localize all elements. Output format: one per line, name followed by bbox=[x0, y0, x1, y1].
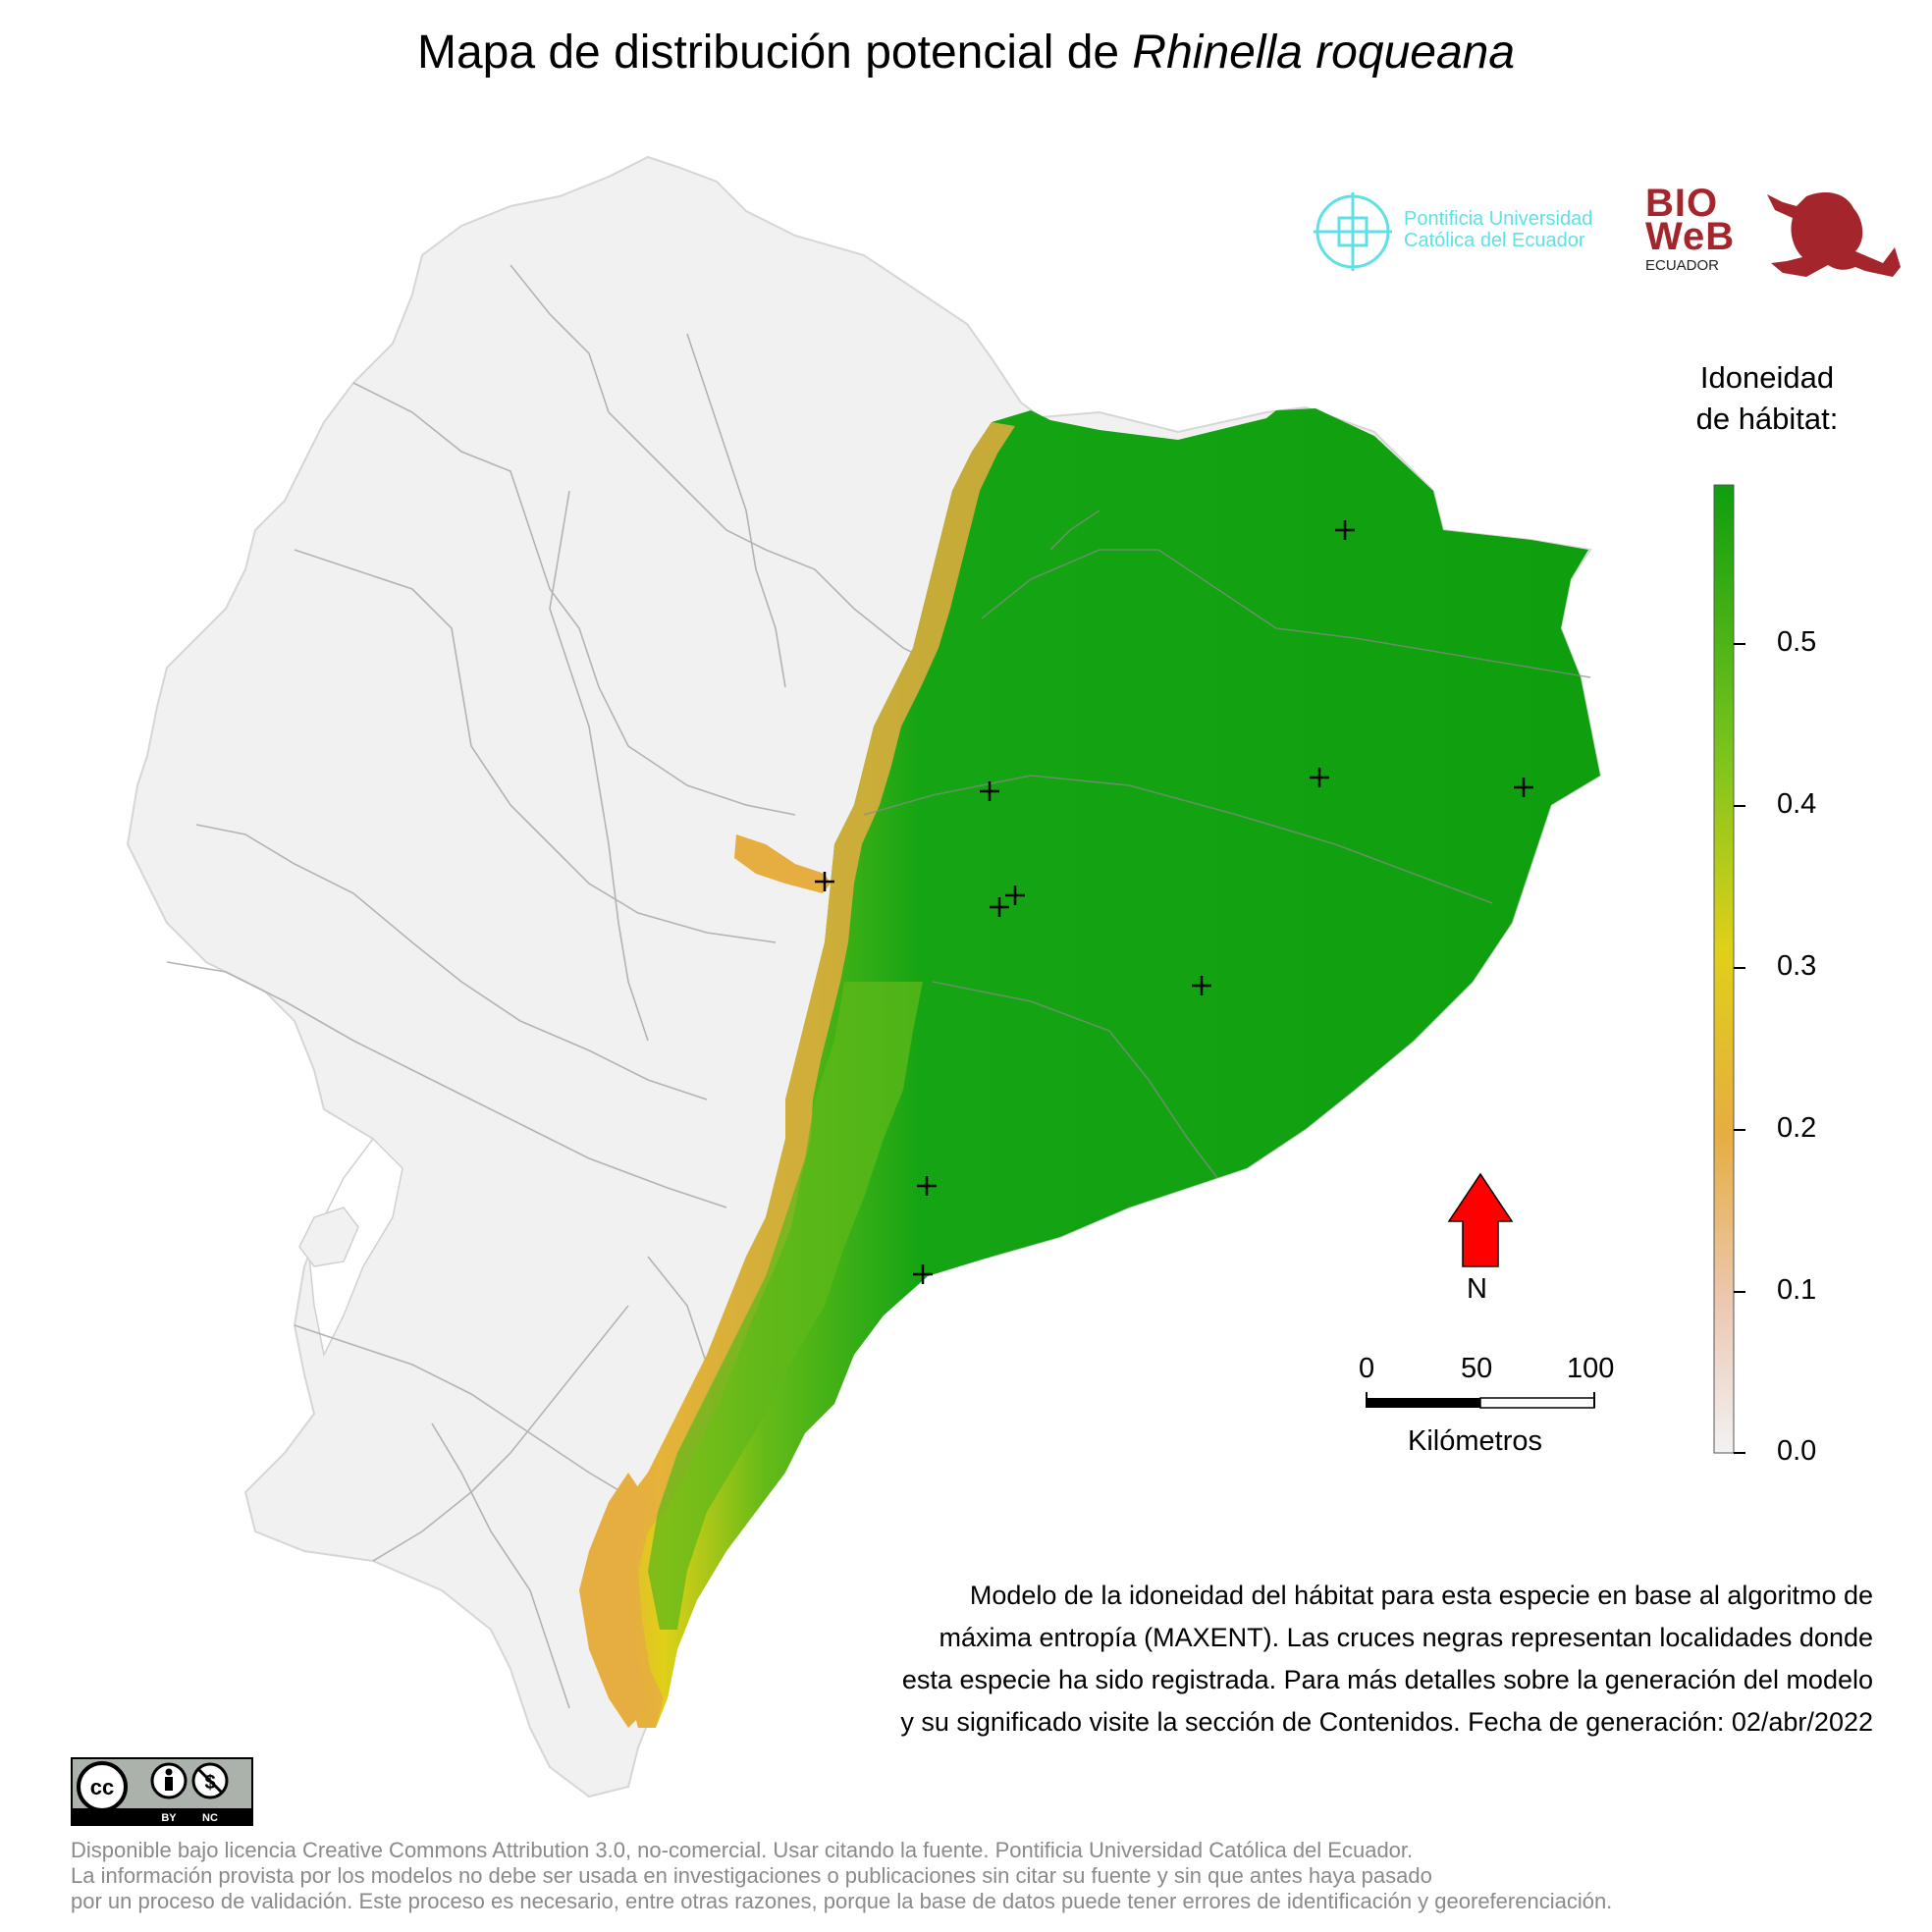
legend-tick-label: 0.3 bbox=[1777, 950, 1817, 982]
legend-tick-label: 0.1 bbox=[1777, 1274, 1817, 1306]
bioweb-logo: BIO WeB ECUADOR bbox=[1637, 182, 1903, 279]
description-line: y su significado visite la sección de Co… bbox=[900, 1707, 1873, 1737]
puna-island bbox=[298, 1207, 359, 1267]
footer-line: Disponible bajo licencia Creative Common… bbox=[71, 1838, 1414, 1862]
rivers bbox=[863, 510, 1591, 1179]
occurrence-cross bbox=[1514, 778, 1533, 797]
scale-label-50: 50 bbox=[1461, 1353, 1493, 1384]
legend-title-line1: Idoneidad bbox=[1699, 360, 1835, 395]
puce-line2: Católica del Ecuador bbox=[1404, 230, 1585, 251]
legend-tick-label: 0.2 bbox=[1777, 1112, 1817, 1144]
scale-unit: Kilómetros bbox=[1408, 1425, 1542, 1457]
map-description: Modelo de la idoneidad del hábitat para … bbox=[744, 1575, 1873, 1744]
bioweb-line2: WeB bbox=[1645, 215, 1736, 258]
puce-line1: Pontificia Universidad bbox=[1404, 208, 1593, 230]
occurrence-cross bbox=[1005, 886, 1025, 905]
gulf-of-guayaquil bbox=[308, 1137, 403, 1358]
province-borders bbox=[166, 264, 963, 1709]
bioweb-line1: BIO bbox=[1645, 182, 1719, 225]
by-label: BY bbox=[161, 1812, 177, 1824]
footer-line: La información provista por los modelos … bbox=[71, 1863, 1432, 1888]
frog-icon bbox=[1767, 192, 1901, 277]
description-line: Modelo de la idoneidad del hábitat para … bbox=[969, 1581, 1873, 1610]
scale-label-0: 0 bbox=[1359, 1353, 1375, 1384]
puce-emblem-icon bbox=[1314, 192, 1392, 271]
occurrence-cross bbox=[815, 872, 834, 891]
cc-text: cc bbox=[90, 1775, 114, 1799]
scale-label-100: 100 bbox=[1567, 1353, 1615, 1384]
legend-ticks bbox=[1734, 643, 1745, 1454]
map-title-prefix: Mapa de distribución potencial de bbox=[416, 27, 1120, 79]
suitability-slopes bbox=[648, 982, 923, 1630]
license-footer: Disponible bajo licencia Creative Common… bbox=[71, 1838, 1612, 1914]
legend-tick-label: 0.0 bbox=[1777, 1435, 1817, 1467]
bioweb-subtitle: ECUADOR bbox=[1645, 257, 1720, 274]
suitability-valley-finger bbox=[734, 834, 831, 893]
puce-name: Pontificia Universidad Católica del Ecua… bbox=[1404, 208, 1592, 251]
occurrence-markers bbox=[815, 520, 1533, 1284]
description-line: esta especie ha sido registrada. Para má… bbox=[901, 1665, 1873, 1694]
occurrence-cross bbox=[1192, 976, 1211, 995]
north-arrow-icon bbox=[1447, 1172, 1514, 1267]
suitability-south-lobe bbox=[579, 1473, 648, 1728]
scale-bar bbox=[1366, 1392, 1595, 1409]
bioweb-wordmark: BIO WeB bbox=[1645, 182, 1736, 258]
legend-tick-label: 0.4 bbox=[1777, 788, 1817, 820]
cc-by-nc-badge: cc $ BY NC bbox=[71, 1757, 253, 1826]
legend-colorbar bbox=[1713, 484, 1735, 1454]
suitability-amazon bbox=[604, 408, 1600, 1728]
occurrence-cross bbox=[990, 897, 1009, 917]
occurrence-cross bbox=[980, 781, 999, 801]
species-name: Rhinella roqueana bbox=[1132, 27, 1516, 79]
puce-logo: Pontificia Universidad Católica del Ecua… bbox=[1306, 185, 1630, 279]
occurrence-cross bbox=[1310, 768, 1329, 787]
nc-label: NC bbox=[202, 1812, 218, 1824]
cc-icon bbox=[77, 1761, 128, 1812]
legend-title: Idoneidad de hábitat: bbox=[1649, 357, 1885, 440]
description-line: máxima entropía (MAXENT). Las cruces neg… bbox=[939, 1623, 1873, 1652]
legend-title-line2: de hábitat: bbox=[1695, 402, 1839, 436]
occurrence-cross bbox=[917, 1176, 937, 1196]
map-title: Mapa de distribución potencial de Rhinel… bbox=[0, 26, 1932, 80]
footer-line: por un proceso de validación. Este proce… bbox=[71, 1889, 1613, 1913]
occurrence-cross bbox=[1335, 520, 1355, 540]
occurrence-cross bbox=[913, 1264, 933, 1284]
north-label: N bbox=[1467, 1273, 1487, 1305]
legend-tick-label: 0.5 bbox=[1777, 626, 1817, 658]
